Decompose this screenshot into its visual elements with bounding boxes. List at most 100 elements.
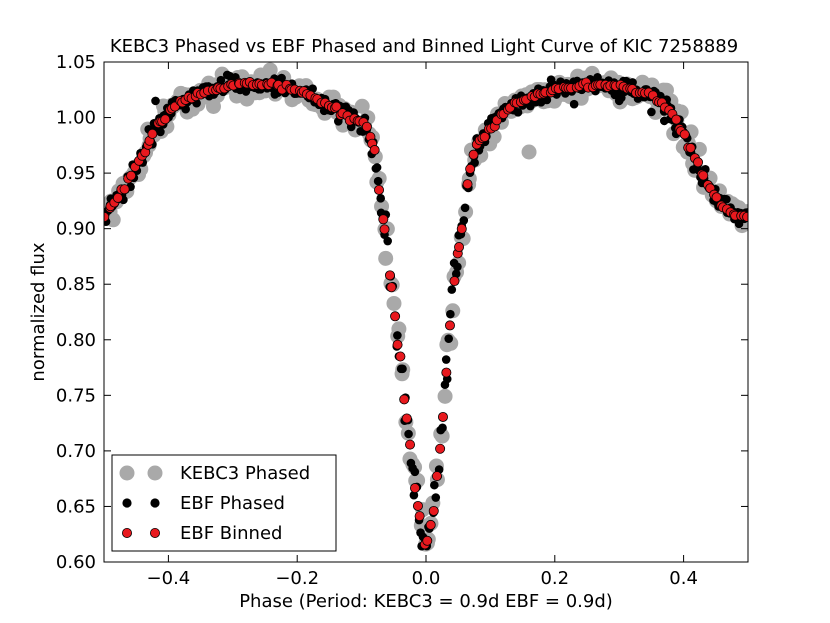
data-point [378, 250, 394, 266]
x-tick-label: −0.4 [147, 568, 191, 589]
data-point [383, 236, 392, 246]
legend-marker [150, 498, 160, 508]
data-point [449, 276, 460, 287]
y-axis-label: normalized flux [28, 242, 49, 381]
chart-title: KEBC3 Phased vs EBF Phased and Binned Li… [110, 36, 738, 57]
data-point [454, 242, 465, 253]
legend: KEBC3 Phased EBF Phased EBF Binned [111, 454, 337, 552]
data-point [446, 309, 455, 319]
data-point [456, 223, 467, 234]
x-axis-label: Phase (Period: KEBC3 = 0.9d EBF = 0.9d) [239, 591, 613, 612]
data-point [430, 480, 439, 490]
data-point [390, 311, 401, 322]
legend-label: EBF Binned [180, 523, 282, 544]
legend-marker [122, 528, 133, 539]
data-point [513, 108, 523, 117]
data-point [147, 128, 158, 139]
data-point [428, 505, 439, 516]
data-point [671, 114, 682, 125]
data-point [447, 285, 457, 294]
outlier-point [659, 116, 669, 126]
data-point [437, 411, 448, 422]
data-point [378, 214, 389, 225]
data-point [444, 334, 454, 343]
data-point [354, 98, 370, 114]
data-point [404, 429, 413, 439]
data-point [399, 394, 410, 405]
data-point [414, 511, 425, 522]
legend-marker [122, 498, 132, 508]
data-point [395, 351, 406, 362]
data-point [742, 211, 748, 222]
data-point [401, 413, 412, 424]
data-point [451, 269, 461, 279]
y-tick-label: 0.90 [56, 219, 96, 240]
data-point [160, 114, 171, 125]
data-point [431, 471, 442, 482]
data-point [460, 203, 470, 213]
data-point [379, 224, 390, 235]
data-point [398, 364, 407, 374]
y-tick-label: 0.60 [56, 552, 96, 573]
outlier-point [205, 98, 221, 114]
data-point [459, 216, 469, 225]
data-point [438, 423, 447, 433]
data-point [437, 388, 453, 404]
data-point [156, 127, 165, 137]
data-point [112, 192, 123, 203]
data-point [386, 295, 402, 311]
data-point [441, 355, 451, 364]
data-point [679, 129, 690, 140]
data-point [376, 194, 385, 203]
data-point [435, 443, 446, 454]
data-point [462, 179, 473, 190]
data-point [374, 184, 385, 195]
y-tick-label: 1.00 [56, 108, 96, 129]
data-point [412, 500, 423, 511]
data-point [369, 145, 380, 156]
x-tick-label: −0.2 [275, 568, 319, 589]
y-tick-label: 0.75 [56, 385, 96, 406]
data-point [372, 163, 382, 172]
data-point [422, 535, 433, 546]
data-points [104, 62, 748, 552]
outlier-point [569, 99, 579, 109]
data-point [393, 331, 402, 340]
series-ebf-binned [104, 77, 748, 550]
legend-items: KEBC3 Phased EBF Phased EBF Binned [119, 463, 310, 544]
data-point [465, 163, 476, 174]
data-point [374, 198, 390, 214]
data-point [373, 176, 383, 186]
data-point [444, 320, 455, 331]
outlier-point [151, 96, 160, 106]
data-point [392, 339, 403, 350]
data-point [409, 483, 420, 494]
data-point [468, 149, 479, 160]
data-point [361, 121, 372, 132]
x-tick-label: 0.4 [669, 568, 698, 589]
legend-marker [119, 465, 135, 481]
x-tick-label: 0.2 [540, 568, 569, 589]
data-point [453, 262, 462, 272]
data-point [405, 439, 416, 450]
y-tick-label: 1.05 [56, 52, 96, 73]
data-point [384, 270, 395, 281]
y-tick-label: 0.70 [56, 441, 96, 462]
data-point [441, 367, 452, 378]
legend-marker [147, 465, 163, 481]
y-tick-label: 0.85 [56, 274, 96, 295]
legend-marker [149, 528, 160, 539]
data-point [685, 143, 696, 154]
axis-ticks: −0.4 −0.2 0.0 0.2 0.4 0.60 0.65 0.70 0.75 0.80 0.8… [56, 52, 748, 589]
outlier-point [521, 144, 537, 160]
data-point [409, 490, 419, 500]
legend-label: KEBC3 Phased [180, 463, 310, 484]
data-point [119, 184, 130, 195]
data-point [722, 195, 731, 204]
y-tick-label: 0.65 [56, 496, 96, 517]
y-tick-label: 0.95 [56, 163, 96, 184]
data-point [698, 170, 709, 181]
data-point [386, 282, 397, 293]
outlier-point [647, 107, 656, 117]
